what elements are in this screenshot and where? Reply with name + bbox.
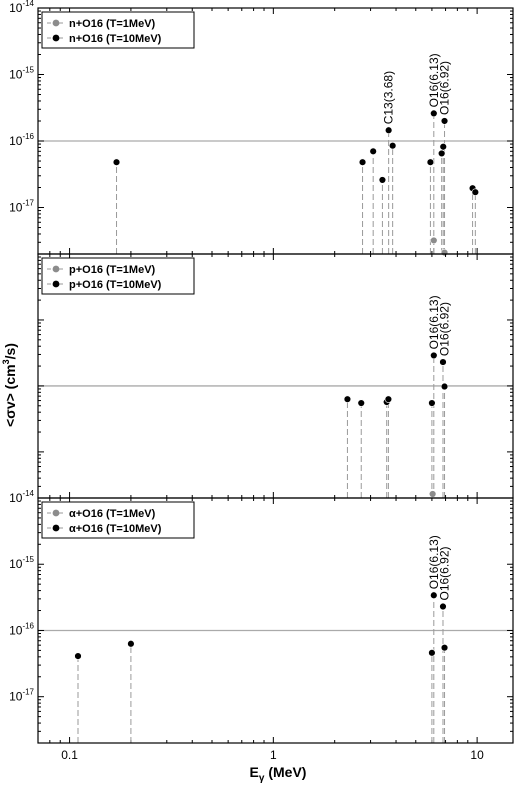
annotation-label: O16(6.13) <box>427 53 441 107</box>
data-point-t10 <box>430 351 438 360</box>
legend: n+O16 (T=1MeV) n+O16 (T=10MeV) <box>41 11 195 49</box>
y-tick-label: 10-17 <box>9 199 34 215</box>
legend-marker <box>52 280 60 288</box>
x-axis: Eγ (MeV) 0.1 1 10 <box>61 748 484 784</box>
legend-box <box>41 257 195 295</box>
data-point-t10 <box>112 158 121 166</box>
panel-1: 10-17 10-16 10-15 10-14 C13(3.68) O16(6.13)O1… <box>9 0 514 257</box>
data-point-t10 <box>74 652 82 660</box>
annotation-label: O16(6.92) <box>438 61 452 115</box>
legend-label: α+O16 (T=10MeV) <box>69 523 162 535</box>
data-point-t10 <box>343 395 352 403</box>
y-tick-label: 10-14 <box>9 489 34 505</box>
data-point-t10 <box>384 395 393 403</box>
y-tick-label: 10-16 <box>9 621 34 637</box>
legend-label: α+O16 (T=1MeV) <box>69 508 156 520</box>
data-point-t10 <box>388 142 397 150</box>
data-point-t1 <box>440 248 449 257</box>
y-tick-label: 10-17 <box>9 688 34 704</box>
data-point-t10 <box>426 158 435 166</box>
data-point-t10 <box>384 126 393 134</box>
x-tick-label: 1 <box>270 748 277 762</box>
data-point-t10 <box>369 147 377 156</box>
y-axis-label-main: <σv> (cm <box>2 364 18 427</box>
data-point-t10 <box>439 143 447 151</box>
legend: p+O16 (T=1MeV) p+O16 (T=10MeV) <box>41 257 195 295</box>
x-axis-label-main: E <box>250 764 259 780</box>
legend-label: n+O16 (T=10MeV) <box>69 33 162 45</box>
legend-box <box>41 11 195 49</box>
legend-marker <box>52 265 60 273</box>
data-point-t10 <box>440 382 449 391</box>
y-tick-label: 10-15 <box>9 555 34 571</box>
legend-marker <box>52 509 60 517</box>
data-point-t10 <box>358 158 367 166</box>
annotation-label: O16(6.13) <box>427 295 441 349</box>
panel-3: 10-17 10-16 10-15 10-14 O16(6.13)O16(6.92) α+… <box>9 489 514 744</box>
y-axis-label-end: /s) <box>2 343 18 359</box>
data-point-t10 <box>127 640 135 648</box>
y-tick-label: 10-15 <box>9 66 34 82</box>
data-point-t10 <box>428 399 436 407</box>
y-tick-label: 10-16 <box>9 132 34 148</box>
annotation-label: O16(6.92) <box>438 302 452 356</box>
x-axis-label-unit: (MeV) <box>264 764 306 780</box>
legend-label: p+O16 (T=10MeV) <box>69 279 162 291</box>
data-point-t10 <box>440 117 449 125</box>
data-point-t1 <box>430 236 438 245</box>
data-point-t10 <box>439 358 447 366</box>
data-point-t10 <box>430 591 438 599</box>
panel-frame <box>37 497 514 744</box>
legend-label: n+O16 (T=1MeV) <box>69 18 156 30</box>
panel-2: O16(6.13)O16(6.92)p+O16 (T=1MeV)p+O16 (T… <box>37 253 514 499</box>
data-point-t10 <box>378 176 387 184</box>
annotation-label: C13(3.68) <box>382 71 396 124</box>
data-point-t10 <box>440 643 449 652</box>
data-point-t10 <box>430 109 438 118</box>
x-tick-label: 0.1 <box>61 748 78 762</box>
y-tick-label: 10-14 <box>9 0 34 15</box>
x-axis-label-sub: γ <box>259 773 265 784</box>
y-axis-label-sup: 3 <box>1 359 11 364</box>
legend-marker <box>52 524 60 532</box>
data-point-t10 <box>439 602 447 611</box>
legend-box <box>41 501 195 539</box>
data-point-t1 <box>428 490 437 498</box>
data-point-t10 <box>428 649 436 657</box>
annotation-label: O16(6.13) <box>427 535 441 589</box>
x-tick-label: 10 <box>470 748 484 762</box>
legend: α+O16 (T=1MeV) α+O16 (T=10MeV) <box>41 501 195 539</box>
y-axis-label: <σv> (cm3/s) <box>1 343 18 427</box>
legend-marker <box>52 34 60 42</box>
legend-label: p+O16 (T=1MeV) <box>69 264 156 276</box>
annotation-label: O16(6.92) <box>438 546 452 600</box>
data-point-t10 <box>471 188 480 196</box>
x-axis-label: Eγ (MeV) <box>250 764 307 784</box>
data-point-t10 <box>437 149 446 158</box>
legend-marker <box>52 19 60 27</box>
data-point-t10 <box>357 399 365 407</box>
